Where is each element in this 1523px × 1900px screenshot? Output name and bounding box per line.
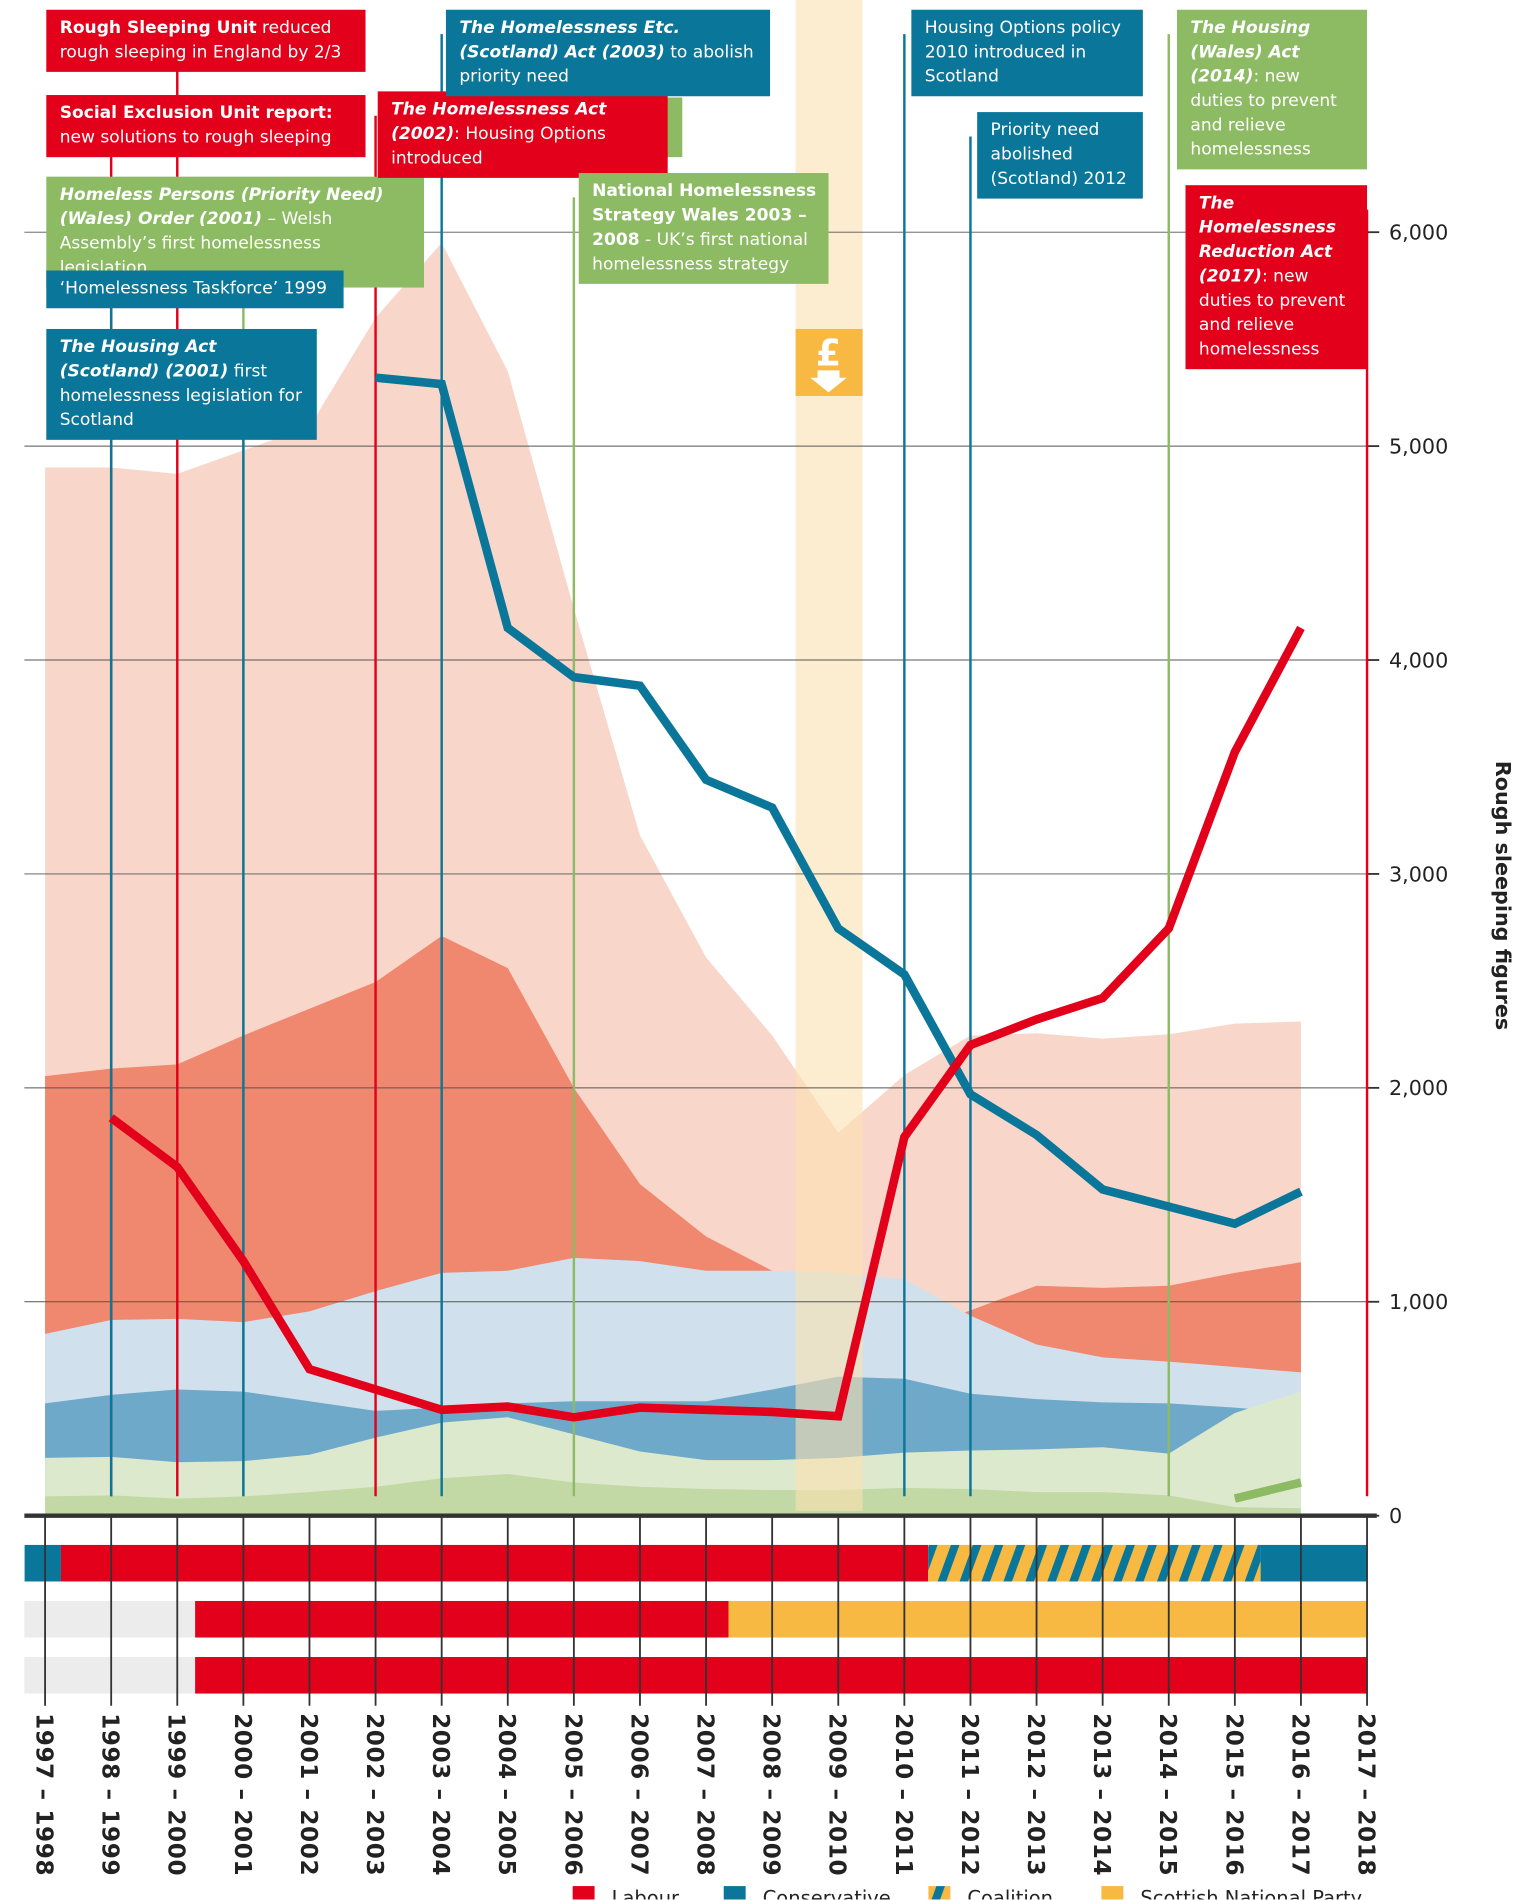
x-tick-label: 2010 – 2011 xyxy=(890,1713,916,1876)
x-tick-label: 2004 – 2005 xyxy=(493,1713,519,1876)
annotation-text: Housing Options policy 2010 introduced i… xyxy=(924,18,1121,87)
annotation-text: Homeless Persons (Priority Need) (Wales)… xyxy=(59,185,384,230)
annotation: The Homelessness Act (2002): Housing Opt… xyxy=(377,91,668,178)
x-tick-label: 2016 – 2017 xyxy=(1286,1713,1312,1876)
y-tick-label: 4,000 xyxy=(1389,648,1448,672)
annotation-text: The Housing (Wales) Act (2014) xyxy=(1190,18,1311,87)
recession-icon: £ xyxy=(816,332,841,375)
annotation: The Housing (Wales) Act (2014): new duti… xyxy=(1176,9,1368,170)
annotation: The Housing Act (Scotland) (2001) first … xyxy=(46,328,317,440)
annotation: The Homelessness Etc. (Scotland) Act (20… xyxy=(445,9,771,97)
annotation-text: National Homelessness Strategy Wales 200… xyxy=(592,181,817,250)
annotation-text: first homelessness legislation for Scotl… xyxy=(59,361,303,431)
x-tick-label: 2013 – 2014 xyxy=(1088,1713,1114,1876)
legend-label: Conservative xyxy=(763,1886,891,1899)
annotation-text: ‘Homelessness Taskforce’ 1999 xyxy=(59,279,328,299)
annotation-text: : Housing Options introduced xyxy=(391,124,606,169)
y-tick-label: 5,000 xyxy=(1389,434,1448,458)
legend-swatch xyxy=(928,1886,951,1900)
annotation-text: – Welsh Assembly’s first homelessness le… xyxy=(59,209,333,278)
y-tick-label: 1,000 xyxy=(1389,1290,1448,1314)
x-tick-label: 2017 – 2018 xyxy=(1353,1713,1379,1876)
legend-swatch xyxy=(1101,1886,1124,1900)
annotation: ‘Homelessness Taskforce’ 1999 xyxy=(46,270,344,309)
x-tick-label: 2012 – 2013 xyxy=(1022,1713,1048,1876)
x-tick-label: 2011 – 2012 xyxy=(956,1713,982,1876)
x-tick-label: 1998 – 1999 xyxy=(97,1713,123,1876)
recession-arrow xyxy=(810,370,847,393)
x-tick-label: 1999 – 2000 xyxy=(163,1713,189,1876)
party-segment xyxy=(928,1544,1261,1582)
x-tick-label: 2003 – 2004 xyxy=(427,1713,453,1876)
annotation: Social Exclusion Unit report: new soluti… xyxy=(46,95,366,158)
annotation: Priority need abolished (Scotland) 2012 xyxy=(977,112,1143,199)
annotation-text: : new duties to prevent and relieve home… xyxy=(1190,67,1337,160)
party-segment xyxy=(24,1544,61,1582)
legend-label: Scottish National Party xyxy=(1140,1886,1362,1899)
annotation: National Homelessness Strategy Wales 200… xyxy=(578,173,829,284)
x-tick-label: 2000 – 2001 xyxy=(229,1713,255,1876)
data-line xyxy=(108,625,1305,1422)
annotation: The Homelessness Reduction Act (2017): n… xyxy=(1185,185,1368,370)
annotation-text: The Housing Act (Scotland) (2001) xyxy=(59,337,229,382)
annotation: Rough Sleeping Unit reduced rough sleepi… xyxy=(46,9,366,72)
x-tick-label: 2002 – 2003 xyxy=(361,1713,387,1876)
annotation-text: to abolish priority need xyxy=(459,42,754,87)
legend-swatch xyxy=(723,1886,746,1900)
x-tick-label: 2009 – 2010 xyxy=(824,1713,850,1876)
x-tick-label: 2006 – 2007 xyxy=(625,1713,651,1876)
annotation-text: Priority need abolished (Scotland) 2012 xyxy=(990,120,1127,189)
party-segment xyxy=(1260,1544,1368,1582)
annotation: Housing Options policy 2010 introduced i… xyxy=(911,9,1143,97)
x-tick-label: 2005 – 2006 xyxy=(559,1713,585,1876)
annotation-text: Social Exclusion Unit report: xyxy=(59,103,333,124)
y-tick-label: 6,000 xyxy=(1389,221,1448,245)
legend-swatch xyxy=(572,1886,595,1900)
data-line xyxy=(1233,1478,1302,1503)
party-segment xyxy=(195,1657,1368,1694)
annotation-text: - UK’s first national homelessness strat… xyxy=(592,230,808,275)
party-segment xyxy=(728,1600,1368,1638)
x-tick-label: 1997 – 1998 xyxy=(31,1713,57,1876)
annotation-text: : new duties to prevent and relieve home… xyxy=(1198,266,1346,360)
x-tick-label: 2007 – 2008 xyxy=(692,1713,718,1876)
y-tick-label: 0 xyxy=(1389,1504,1402,1528)
legend-label: Coalition xyxy=(967,1886,1053,1899)
annotation-text: reduced rough sleeping in England by 2/3 xyxy=(59,18,342,63)
annotation-text: The Homelessness Act (2002) xyxy=(391,99,607,144)
x-tick-label: 2015 – 2016 xyxy=(1220,1713,1246,1876)
y-tick-label: 3,000 xyxy=(1389,862,1448,886)
y-axis-label: Rough sleeping figures xyxy=(1491,761,1515,1030)
x-tick-label: 2001 – 2002 xyxy=(295,1713,321,1876)
annotation-text: Rough Sleeping Unit xyxy=(59,18,257,38)
annotation-text: new solutions to rough sleeping xyxy=(59,127,332,148)
party-row-bg xyxy=(24,1600,195,1638)
x-tick-label: 2008 – 2009 xyxy=(758,1713,784,1876)
area xyxy=(45,1473,1301,1516)
data-line xyxy=(375,373,1303,1229)
party-row-bg xyxy=(24,1657,195,1694)
area xyxy=(45,1391,1301,1516)
annotation-text: The Homelessness Reduction Act (2017) xyxy=(1198,193,1336,287)
annotation-text: The Homelessness Etc. (Scotland) Act (20… xyxy=(459,18,681,63)
annotation: Homeless Persons (Priority Need) (Wales)… xyxy=(46,176,425,288)
party-segment xyxy=(60,1544,929,1582)
legend-label: Labour xyxy=(612,1886,680,1899)
y-tick-label: 2,000 xyxy=(1389,1076,1448,1100)
x-tick-label: 2014 – 2015 xyxy=(1154,1713,1180,1876)
